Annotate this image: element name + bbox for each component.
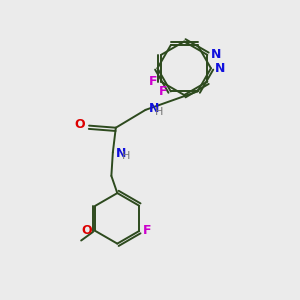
- Text: N: N: [215, 62, 225, 75]
- Text: O: O: [75, 118, 85, 131]
- Text: N: N: [116, 147, 126, 160]
- Text: F: F: [143, 224, 151, 238]
- Text: methoxy: methoxy: [64, 243, 95, 249]
- Text: O: O: [82, 224, 92, 237]
- Text: H: H: [155, 107, 164, 117]
- Text: F: F: [149, 75, 158, 88]
- Text: H: H: [122, 151, 131, 161]
- Text: N: N: [149, 102, 160, 115]
- Text: F: F: [159, 85, 167, 98]
- Text: N: N: [211, 48, 222, 61]
